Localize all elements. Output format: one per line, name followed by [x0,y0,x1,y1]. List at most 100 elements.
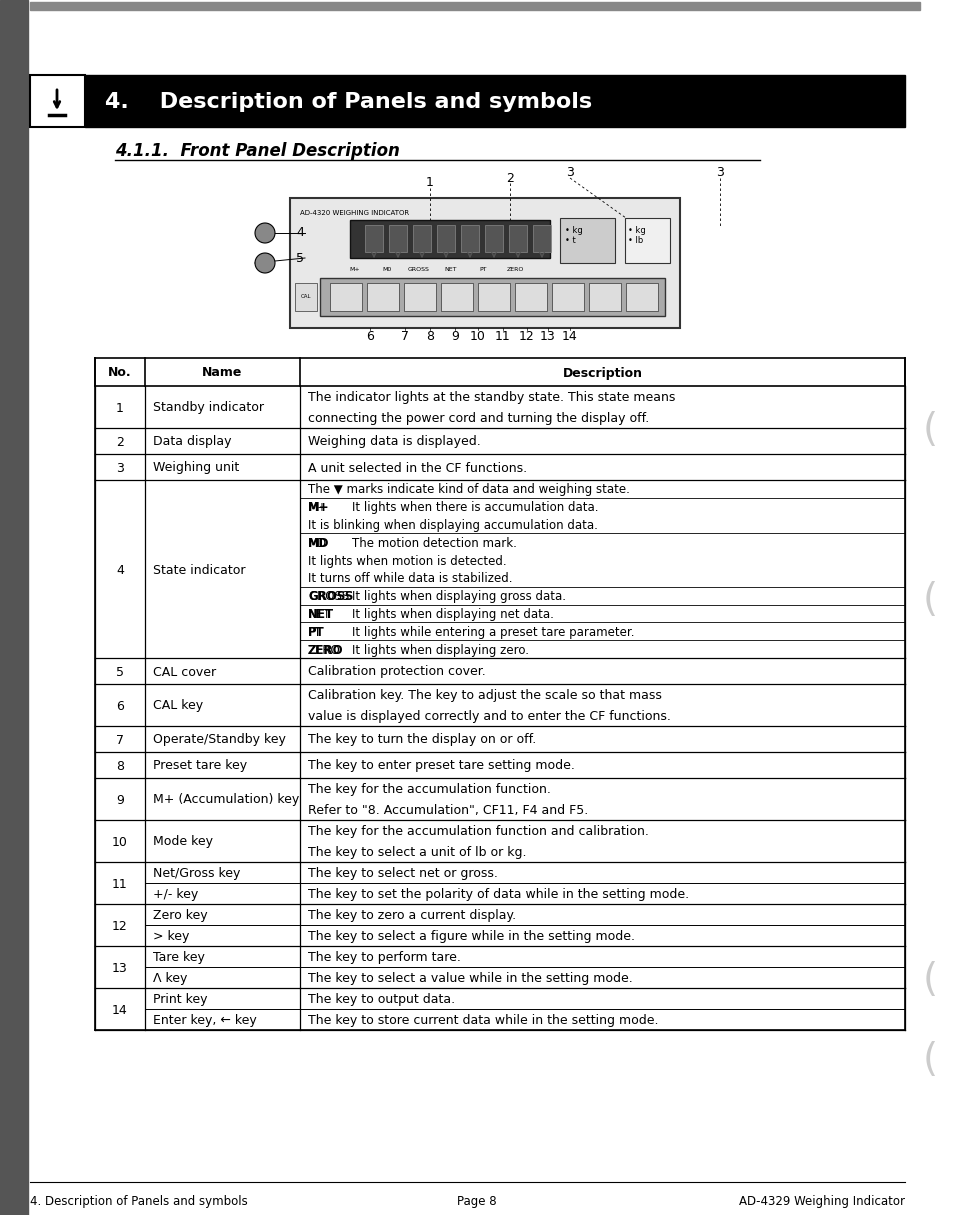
Text: NET: NET [308,608,331,621]
Text: 2: 2 [505,171,514,185]
Bar [440,283,473,311]
Text: 14: 14 [561,329,578,343]
Text: AD-4320 WEIGHING INDICATOR: AD-4320 WEIGHING INDICATOR [299,210,409,216]
Text: • kg: • kg [564,226,582,234]
Text: 9: 9 [116,793,124,807]
Text: Calibration key. The key to adjust the scale so that mass: Calibration key. The key to adjust the s… [308,689,661,702]
Text: Standby indicator: Standby indicator [152,401,264,414]
Text: NET: NET [444,267,456,272]
Text: 13: 13 [539,329,556,343]
Bar [477,283,510,311]
Text: (: ( [922,581,937,618]
Bar [460,225,478,252]
Text: 11: 11 [495,329,511,343]
Bar [559,217,615,262]
Bar [30,2,919,10]
Text: It lights when motion is detected.: It lights when motion is detected. [308,554,506,567]
Text: 8: 8 [426,329,434,343]
Text: • t: • t [564,236,576,245]
Text: Preset tare key: Preset tare key [152,759,247,773]
Text: State indicator: State indicator [152,564,245,576]
Text: The key to select a unit of lb or kg.: The key to select a unit of lb or kg. [308,846,526,859]
Text: 6: 6 [366,329,374,343]
Text: 3: 3 [116,462,124,475]
Text: (: ( [922,411,937,450]
Text: Name: Name [202,367,242,379]
Text: The key to select net or gross.: The key to select net or gross. [308,868,497,880]
Text: Weighing data is displayed.: Weighing data is displayed. [308,435,480,448]
Text: It lights when displaying net data.: It lights when displaying net data. [352,608,554,621]
Text: It is blinking when displaying accumulation data.: It is blinking when displaying accumulat… [308,519,598,532]
Bar [403,283,436,311]
Text: GROSS: GROSS [408,267,430,272]
Text: The key to zero a current display.: The key to zero a current display. [308,909,516,922]
Text: value is displayed correctly and to enter the CF functions.: value is displayed correctly and to ente… [308,710,670,723]
Text: Tare key: Tare key [152,951,205,963]
Text: > key: > key [152,929,190,943]
Bar [319,278,664,316]
Text: The key to store current data while in the setting mode.: The key to store current data while in t… [308,1015,658,1027]
Text: Net/Gross key: Net/Gross key [152,868,240,880]
Text: 10: 10 [470,329,485,343]
Bar [290,198,679,328]
Text: 4.    Description of Panels and symbols: 4. Description of Panels and symbols [105,92,592,112]
Bar [515,283,546,311]
Text: +/- key: +/- key [152,888,198,902]
Text: 5: 5 [295,252,304,265]
Text: ZERO: ZERO [308,644,340,656]
Bar [365,225,382,252]
Text: 12: 12 [112,920,128,932]
Text: 8: 8 [116,759,124,773]
Text: connecting the power cord and turning the display off.: connecting the power cord and turning th… [308,412,649,425]
Bar [294,283,316,311]
Text: 1: 1 [116,401,124,414]
Text: 3: 3 [565,166,574,180]
Text: Operate/Standby key: Operate/Standby key [152,734,286,746]
Text: AD-4329 Weighing Indicator: AD-4329 Weighing Indicator [739,1196,904,1208]
Text: 6: 6 [116,700,124,712]
Bar [533,225,551,252]
Bar [436,225,455,252]
Text: ZERO: ZERO [308,644,343,656]
Text: It lights when displaying gross data.: It lights when displaying gross data. [352,590,565,603]
Text: 9: 9 [451,329,458,343]
Text: The motion detection mark.: The motion detection mark. [352,537,517,550]
Text: Refer to "8. Accumulation", CF11, F4 and F5.: Refer to "8. Accumulation", CF11, F4 and… [308,804,588,816]
Text: MD: MD [308,537,327,550]
Text: Zero key: Zero key [152,909,208,922]
Text: M+ (Accumulation) key: M+ (Accumulation) key [152,793,299,807]
Text: It lights while entering a preset tare parameter.: It lights while entering a preset tare p… [352,626,634,639]
Bar [588,283,620,311]
Bar [413,225,431,252]
Text: 11: 11 [112,877,128,891]
Text: PT: PT [308,626,322,639]
Bar [350,220,550,258]
Text: 4. Description of Panels and symbols: 4. Description of Panels and symbols [30,1196,248,1208]
Text: Calibration protection cover.: Calibration protection cover. [308,666,485,678]
Bar [389,225,407,252]
Text: 14: 14 [112,1004,128,1017]
Text: CAL key: CAL key [152,700,203,712]
Text: PT: PT [478,267,486,272]
Text: • kg: • kg [627,226,645,234]
Text: M+: M+ [308,502,328,514]
Bar [484,225,502,252]
Text: 10: 10 [112,836,128,848]
Text: 4: 4 [116,564,124,576]
Text: 5: 5 [116,666,124,678]
Text: The key to enter preset tare setting mode.: The key to enter preset tare setting mod… [308,759,575,773]
Text: It turns off while data is stabilized.: It turns off while data is stabilized. [308,572,512,586]
Text: NET: NET [308,608,334,621]
Text: The key to select a figure while in the setting mode.: The key to select a figure while in the … [308,929,635,943]
Text: GROSS: GROSS [308,590,349,603]
Text: Description: Description [562,367,641,379]
Text: M+: M+ [308,502,330,514]
Bar [624,217,669,262]
Text: The key to select a value while in the setting mode.: The key to select a value while in the s… [308,972,632,985]
Text: 4: 4 [295,226,304,239]
Bar [509,225,526,252]
Text: 7: 7 [400,329,409,343]
Text: 13: 13 [112,961,128,974]
Text: MD: MD [308,537,329,550]
Text: GROSS: GROSS [308,590,353,603]
